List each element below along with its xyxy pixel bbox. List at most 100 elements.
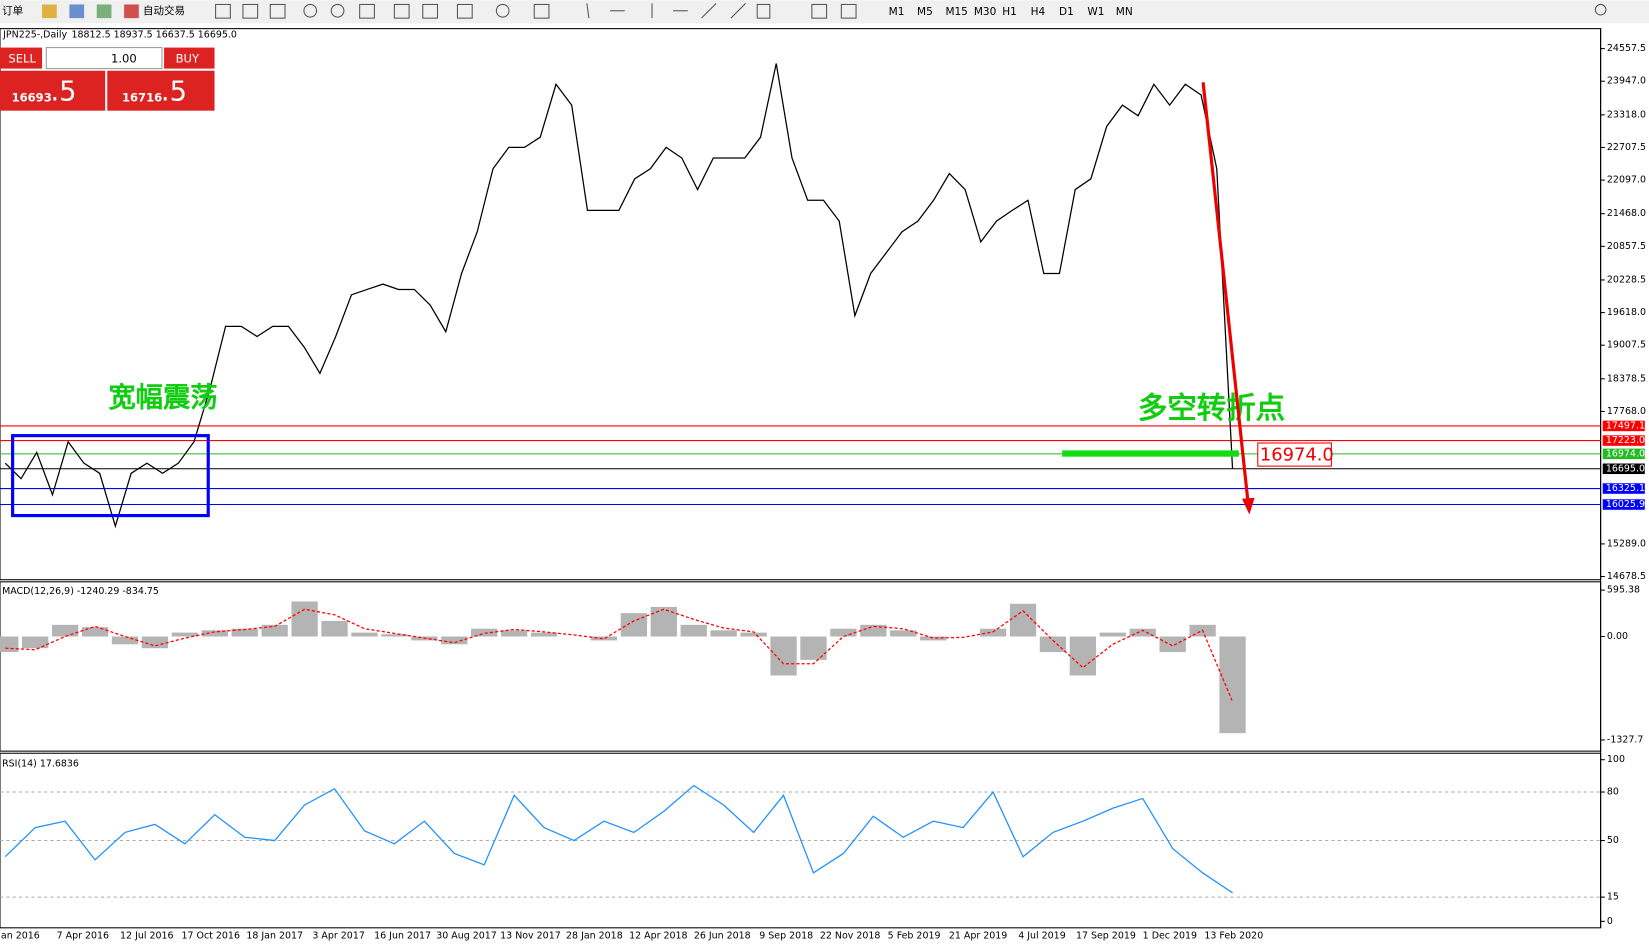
y-tick-label: 20228.5 (1607, 274, 1646, 285)
timeframe-button[interactable]: H4 (1031, 6, 1046, 18)
x-tick-label: 5 Feb 2019 (888, 931, 941, 942)
buy-label[interactable]: BUY (176, 52, 200, 66)
macd-bar (650, 606, 677, 637)
auto-trade-button[interactable]: 自动交易 (143, 4, 185, 17)
macd-bar (740, 632, 767, 637)
arrow-head (1242, 497, 1255, 515)
sell-price-big[interactable]: 16693 (12, 91, 52, 105)
macd-bar (890, 630, 917, 637)
macd-bar (979, 628, 1007, 637)
timeframe-button[interactable]: D1 (1059, 6, 1074, 18)
series-line (4, 784, 1233, 894)
icon[interactable] (756, 3, 771, 19)
icon[interactable] (69, 4, 85, 19)
icon[interactable] (701, 3, 717, 19)
icon[interactable] (393, 3, 410, 19)
icon[interactable] (533, 3, 550, 19)
icon[interactable] (42, 4, 57, 19)
icon[interactable] (96, 4, 112, 19)
macd-bar (471, 628, 498, 637)
search-icon[interactable] (1594, 3, 1607, 16)
x-tick-label: 4 Jul 2019 (1018, 931, 1066, 942)
icon[interactable] (730, 3, 746, 19)
x-tick-label: Jan 2016 (0, 931, 40, 942)
y-tick-label: 0 (1607, 916, 1613, 927)
macd-bar (680, 624, 707, 637)
macd-bar (590, 636, 618, 641)
icon[interactable] (330, 3, 345, 18)
icon[interactable] (359, 3, 375, 19)
timeframe-button[interactable]: M5 (917, 6, 933, 18)
macd-bar (1159, 636, 1186, 653)
level-box (1257, 442, 1332, 467)
buy-button[interactable] (164, 47, 215, 69)
sell-price[interactable] (0, 70, 106, 111)
macd-bar (441, 636, 468, 645)
y-tick-label: 15 (1607, 892, 1619, 903)
macd-bar (860, 624, 887, 637)
annotation: 宽幅震荡 (108, 381, 217, 413)
x-tick-label: 13 Nov 2017 (500, 931, 561, 942)
ohlc: 18812.5 18937.5 16637.5 16695.0 (72, 29, 237, 40)
icon[interactable] (242, 3, 259, 19)
icon[interactable] (456, 3, 473, 19)
y-tick-label: 19618.0 (1607, 307, 1646, 318)
y-tick-label: 15289.0 (1607, 538, 1646, 549)
sell-button[interactable] (0, 47, 43, 69)
level-tag (1602, 483, 1645, 494)
sell-price-small[interactable]: .5 (50, 76, 76, 107)
macd-bar (111, 636, 139, 645)
icon[interactable] (422, 3, 439, 19)
timeframe-button[interactable]: M1 (889, 6, 905, 18)
macd-bar (1039, 636, 1067, 653)
timeframe-button[interactable]: W1 (1087, 6, 1104, 18)
icon[interactable] (303, 3, 318, 18)
lot-value[interactable]: 1.00 (111, 52, 137, 66)
macd-bar (201, 630, 228, 637)
timeframe-button[interactable]: M15 (945, 6, 967, 18)
icon[interactable] (124, 4, 139, 19)
level-tag (1602, 420, 1645, 432)
macd-bar (1219, 636, 1246, 734)
macd-bar (291, 601, 318, 637)
macd-bar (1129, 628, 1156, 637)
macd-bar (1099, 632, 1126, 637)
x-tick-label: 3 Apr 2017 (312, 931, 364, 942)
y-tick-label: 50 (1607, 835, 1619, 846)
buy-price-small[interactable]: .5 (161, 76, 187, 107)
icon[interactable] (811, 3, 828, 19)
icon[interactable] (495, 3, 510, 18)
icon[interactable] (269, 3, 286, 19)
macd-bar (351, 632, 378, 637)
icon[interactable] (586, 3, 590, 19)
x-tick-label: 9 Sep 2018 (759, 931, 813, 942)
timeframe-button[interactable]: MN (1116, 6, 1133, 18)
y-tick-label: 21468.0 (1607, 208, 1646, 219)
buy-price-big[interactable]: 16716 (122, 91, 162, 105)
order-button[interactable]: 订单 (2, 5, 23, 17)
level-tag (1602, 463, 1645, 475)
y-tick-label: 22097.0 (1607, 175, 1646, 186)
level-tag (1602, 499, 1645, 510)
sell-label[interactable]: SELL (8, 52, 36, 66)
macd-bar (770, 636, 797, 676)
series-line (4, 63, 1234, 529)
buy-price[interactable] (107, 70, 215, 111)
x-tick-label: 30 Aug 2017 (436, 931, 497, 942)
timeframe-button[interactable]: H1 (1002, 6, 1017, 18)
x-tick-label: 13 Feb 2020 (1204, 931, 1263, 942)
timeframe-button[interactable]: M30 (974, 6, 996, 18)
icon[interactable] (840, 3, 857, 19)
y-tick-label: 22707.5 (1607, 142, 1646, 153)
x-tick-label: 18 Jan 2017 (246, 931, 303, 942)
level-tag (1602, 435, 1645, 446)
y-tick-label: 80 (1607, 787, 1619, 798)
icon[interactable] (215, 3, 231, 19)
y-tick-label: 0.00 (1607, 631, 1628, 642)
level-tag-label: 16025.9 (1606, 499, 1645, 510)
lot-input[interactable] (45, 47, 163, 70)
y-tick-label: 18378.5 (1607, 373, 1646, 384)
macd-bar (81, 627, 109, 637)
macd-bar (1069, 636, 1097, 676)
